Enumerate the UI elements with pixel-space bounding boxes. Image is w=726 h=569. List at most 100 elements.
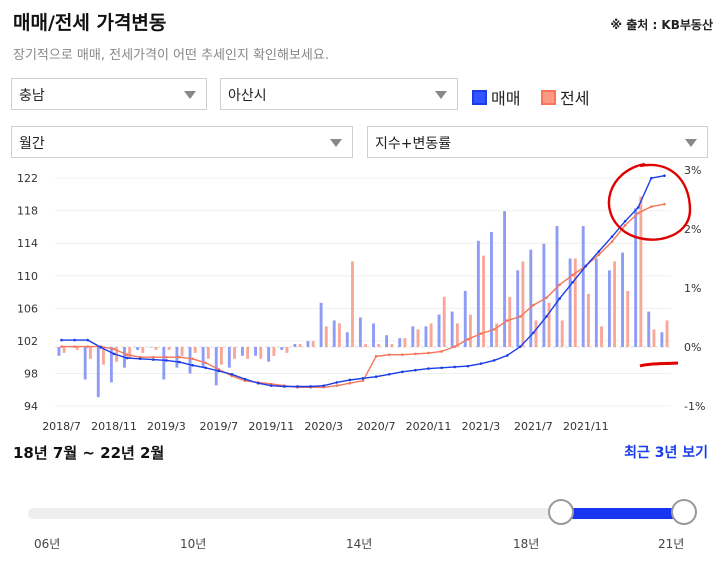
jeonse-change-bar — [587, 294, 590, 347]
jeonse-change-bar — [561, 320, 564, 347]
sale-index-line-point — [349, 379, 352, 382]
sale-change-bar — [84, 347, 87, 379]
sale-change-bar — [293, 344, 296, 347]
sale-index-line-point — [204, 366, 207, 369]
jeonse-index-line-point — [519, 315, 522, 318]
jeonse-legend-swatch — [541, 90, 556, 105]
jeonse-index-line-point — [204, 362, 207, 365]
sale-change-bar — [503, 211, 506, 347]
city-select[interactable]: 아산시 — [220, 78, 458, 110]
recent-3-years-button[interactable]: 최근 3년 보기 — [624, 442, 708, 462]
range-slider-start-handle[interactable] — [548, 499, 574, 525]
range-slider-end-handle[interactable] — [671, 499, 697, 525]
jeonse-change-bar — [286, 347, 289, 353]
sale-change-bar — [451, 312, 454, 347]
sale-index-line-point — [650, 177, 653, 180]
sale-index-line-point — [309, 385, 312, 388]
jeonse-change-bar — [312, 341, 315, 347]
sale-change-bar — [529, 250, 532, 347]
jeonse-change-bar — [456, 323, 459, 347]
jeonse-change-bar — [390, 344, 393, 347]
jeonse-index-line-point — [401, 353, 404, 356]
sale-change-bar — [333, 320, 336, 347]
jeonse-index-line-point — [414, 353, 417, 356]
metric-select[interactable]: 지수+변동률 — [367, 126, 708, 158]
jeonse-change-bar — [194, 347, 197, 353]
sale-index-line-point — [663, 174, 666, 177]
jeonse-change-bar — [272, 347, 275, 356]
x-tick-label: 2021/7 — [514, 420, 553, 433]
page-subtitle: 장기적으로 매매, 전세가격이 어떤 추세인지 확인해보세요. — [13, 44, 329, 63]
sale-change-bar — [254, 347, 257, 356]
region-select[interactable]: 충남 — [11, 78, 207, 110]
jeonse-index-line-point — [558, 283, 561, 286]
sale-index-line-point — [427, 367, 430, 370]
y-left-tick-label: 102 — [17, 335, 38, 348]
jeonse-index-line-point — [388, 353, 391, 356]
slider-tick-label: 18년 — [513, 535, 539, 552]
y-left-tick-label: 118 — [17, 205, 38, 218]
sale-index-line-point — [611, 235, 614, 238]
jeonse-index-line-point — [126, 353, 129, 356]
jeonse-change-bar — [154, 347, 157, 350]
sale-change-bar — [372, 323, 375, 347]
sale-index-line-point — [244, 378, 247, 381]
jeonse-change-bar — [207, 347, 210, 359]
jeonse-index-line-point — [375, 355, 378, 358]
y-left-tick-label: 94 — [24, 400, 38, 413]
sale-change-bar — [189, 347, 192, 374]
legend-jeonse-label: 전세 — [560, 85, 589, 109]
legend-jeonse[interactable]: 전세 — [541, 85, 589, 109]
sale-index-line-point — [362, 377, 365, 380]
price-change-chart: 122 118 114 110 106 102 98 94 3% 2% 1% 0% -1% 2018/7 2… — [0, 160, 726, 440]
jeonse-change-bar — [417, 329, 420, 347]
jeonse-index-line-point — [467, 338, 470, 341]
jeonse-change-bar — [299, 344, 302, 347]
sale-index-line-point — [558, 297, 561, 300]
jeonse-index-line-point — [493, 328, 496, 331]
y-left-tick-label: 110 — [17, 270, 38, 283]
city-select-value: 아산시 — [228, 85, 267, 105]
sale-legend-swatch — [472, 90, 487, 105]
jeonse-index-line-point — [73, 345, 76, 348]
sale-change-bar — [58, 347, 61, 356]
sale-change-bar — [320, 303, 323, 347]
x-tick-label: 2021/3 — [462, 420, 501, 433]
jeonse-change-bar — [535, 320, 538, 347]
sale-change-bar — [359, 318, 362, 348]
sale-change-bar — [97, 347, 100, 397]
chevron-down-icon — [435, 91, 447, 99]
sale-index-line-point — [218, 370, 221, 373]
red-underline-annotation — [640, 363, 678, 366]
sale-index-line-point — [506, 354, 509, 357]
y-right-tick-label: 3% — [684, 164, 701, 177]
period-select[interactable]: 월간 — [11, 126, 353, 158]
jeonse-change-bar — [141, 347, 144, 353]
sale-change-bar — [516, 270, 519, 347]
jeonse-change-bar — [325, 326, 328, 347]
jeonse-change-bar — [600, 326, 603, 347]
y-right-tick-label: -1% — [684, 400, 705, 413]
chevron-down-icon — [330, 139, 342, 147]
sale-index-line-point — [178, 361, 181, 364]
legend-sale[interactable]: 매매 — [472, 85, 520, 109]
sale-change-bar — [477, 241, 480, 347]
jeonse-change-bar — [76, 347, 79, 350]
jeonse-index-line-point — [624, 224, 627, 227]
x-tick-label: 2020/7 — [357, 420, 396, 433]
y-right-tick-label: 1% — [684, 282, 701, 295]
x-tick-label: 2019/7 — [199, 420, 238, 433]
x-tick-label: 2019/11 — [248, 420, 294, 433]
sale-index-line-point — [113, 353, 116, 356]
sale-change-bar — [608, 270, 611, 347]
slider-tick-label: 14년 — [346, 535, 372, 552]
jeonse-index-line-point — [453, 345, 456, 348]
chevron-down-icon — [184, 91, 196, 99]
y-left-tick-label: 122 — [17, 172, 38, 185]
jeonse-index-line-point — [427, 352, 430, 355]
jeonse-change-bar — [351, 261, 354, 347]
sale-change-bar — [660, 332, 663, 347]
sale-change-bar — [136, 347, 139, 350]
sale-index-line-point — [624, 220, 627, 223]
sale-index-line-point — [480, 362, 483, 365]
